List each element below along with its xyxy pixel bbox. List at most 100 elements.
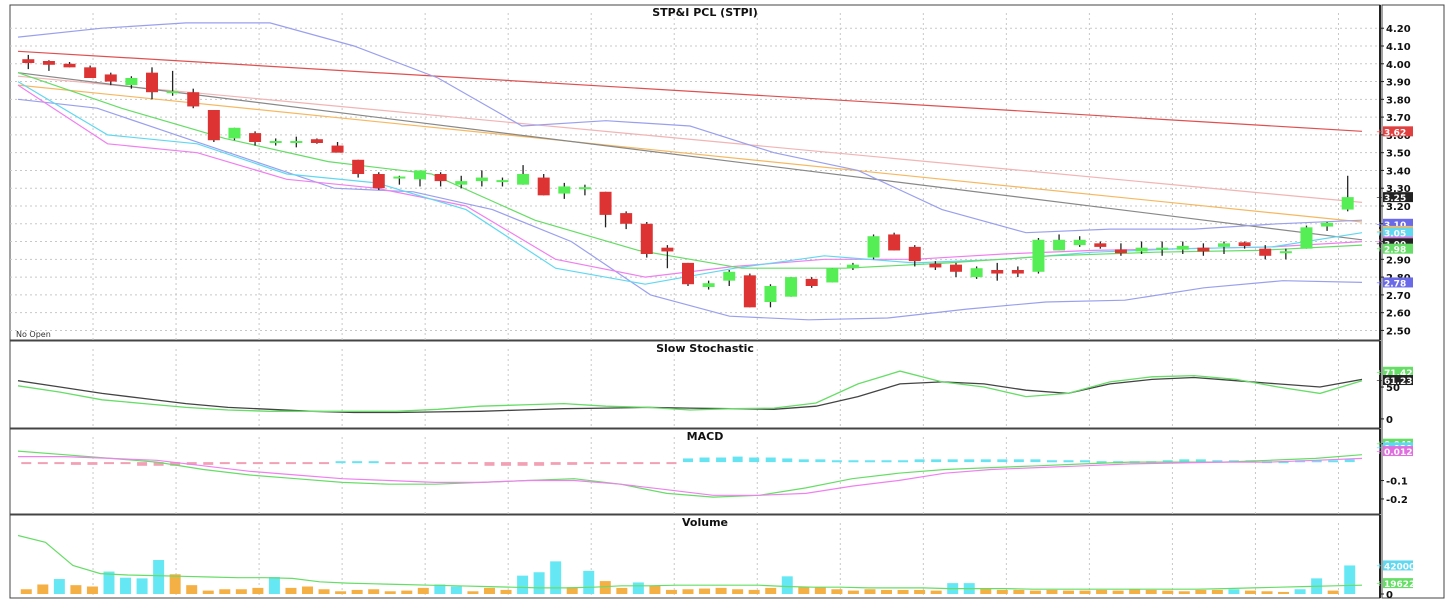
volume-bar xyxy=(1211,589,1223,594)
candle xyxy=(104,72,117,86)
macd-histogram-bar xyxy=(186,462,197,465)
macd-histogram-bar xyxy=(1096,461,1107,464)
macd-histogram-bar xyxy=(484,462,495,466)
macd-histogram-bar xyxy=(368,461,379,464)
price-chart-title: STP&I PCL (STPI) xyxy=(652,6,758,19)
y-tick-label: 3.90 xyxy=(1386,78,1411,89)
candle-body-up xyxy=(228,127,241,139)
macd-histogram-bar xyxy=(120,462,131,465)
volume-bar xyxy=(401,590,413,594)
y-tick-label: 2.50 xyxy=(1386,326,1411,337)
candle xyxy=(558,182,571,199)
macd-histogram-bar xyxy=(649,462,660,465)
candle-body-down xyxy=(331,145,344,153)
volume-bar xyxy=(599,581,611,594)
candle xyxy=(888,232,901,251)
value-tag: 0.0126+ xyxy=(1376,446,1419,458)
volume-bar xyxy=(120,577,132,594)
macd-histogram-bar xyxy=(848,460,859,463)
macd-histogram-bar xyxy=(633,462,644,465)
macd-histogram-bar xyxy=(269,462,280,465)
volume-bar xyxy=(153,560,165,594)
candle-body-down xyxy=(42,61,55,65)
y-tick-label: 4.10 xyxy=(1386,42,1411,53)
candle-body-up xyxy=(578,187,591,190)
value-tag-marker: + xyxy=(1376,376,1383,385)
candle-body-down xyxy=(146,72,158,93)
value-tag-marker: + xyxy=(1376,447,1383,456)
candle xyxy=(125,76,138,89)
panel-4 xyxy=(9,514,1381,599)
candle-body-up xyxy=(723,271,736,281)
candle-body-down xyxy=(888,234,901,251)
candle xyxy=(331,142,344,153)
candle-body-down xyxy=(104,74,117,82)
value-tag-marker: + xyxy=(1376,220,1383,229)
candle-body-down xyxy=(1011,270,1024,274)
candle-body-up xyxy=(1135,247,1148,252)
macd-histogram-bar xyxy=(583,462,594,465)
volume-bar xyxy=(715,587,727,594)
macd-histogram-bar xyxy=(947,459,958,463)
volume-bar xyxy=(1294,589,1306,594)
macd-histogram-bar xyxy=(782,458,793,463)
volume-bar xyxy=(682,589,694,594)
volume-bar xyxy=(517,575,529,594)
macd-histogram-bar xyxy=(732,456,743,463)
candle-body-up xyxy=(1053,239,1066,251)
volume-bar xyxy=(500,589,512,594)
volume-bar xyxy=(202,590,214,594)
volume-bar xyxy=(897,589,909,594)
candle xyxy=(805,277,818,288)
value-tag-bg xyxy=(1383,578,1413,589)
candle xyxy=(1114,243,1127,256)
macd-histogram-bar xyxy=(319,462,330,465)
panel-1 xyxy=(9,4,1381,341)
macd-histogram-bar xyxy=(21,462,32,465)
price-indicator-line xyxy=(17,72,1363,241)
stochastic-line xyxy=(17,370,1363,412)
volume-bar xyxy=(781,576,793,594)
candle xyxy=(166,70,179,96)
candle xyxy=(846,262,859,270)
y-tick-label: 0 xyxy=(1386,415,1393,426)
candle xyxy=(867,234,880,260)
value-tag-marker: + xyxy=(1376,579,1383,588)
candle xyxy=(496,177,509,187)
candle xyxy=(310,138,323,144)
candle xyxy=(475,170,488,187)
macd-histogram-bar xyxy=(285,462,296,465)
volume-bar xyxy=(53,579,65,594)
volume-bar xyxy=(434,584,446,594)
price-indicator-line xyxy=(17,22,1363,234)
y-tick-label: 3.20 xyxy=(1386,202,1411,213)
candle-body-up xyxy=(970,268,983,278)
macd-histogram-bar xyxy=(1162,460,1173,463)
volume-bar xyxy=(914,589,926,594)
candle xyxy=(785,277,798,297)
candle xyxy=(970,266,983,279)
panel-3 xyxy=(9,428,1381,515)
volume-bar xyxy=(186,585,198,594)
candle-body-down xyxy=(1094,243,1107,247)
y-tick-label: 2.90 xyxy=(1386,255,1411,266)
macd-histogram-bar xyxy=(898,460,909,463)
candle-body-up xyxy=(826,268,839,283)
macd-histogram-bar xyxy=(137,462,148,466)
candle-body-down xyxy=(743,275,756,308)
value-tag-label: 3.25 xyxy=(1384,194,1406,204)
macd-histogram-bar xyxy=(170,462,181,466)
candle-body-down xyxy=(620,213,633,224)
value-tag-marker: + xyxy=(1376,368,1383,377)
candle-body-up xyxy=(1300,227,1313,249)
candle-body-up xyxy=(1279,251,1292,254)
macd-histogram-bar xyxy=(798,459,809,463)
volume-bar xyxy=(368,589,380,594)
volume-bar xyxy=(417,587,429,594)
y-tick-label: 3.70 xyxy=(1386,113,1411,124)
volume-bar xyxy=(1228,589,1240,594)
y-tick-label: 50 xyxy=(1386,383,1400,394)
macd-histogram-bar xyxy=(1328,460,1339,463)
candle xyxy=(393,175,406,185)
